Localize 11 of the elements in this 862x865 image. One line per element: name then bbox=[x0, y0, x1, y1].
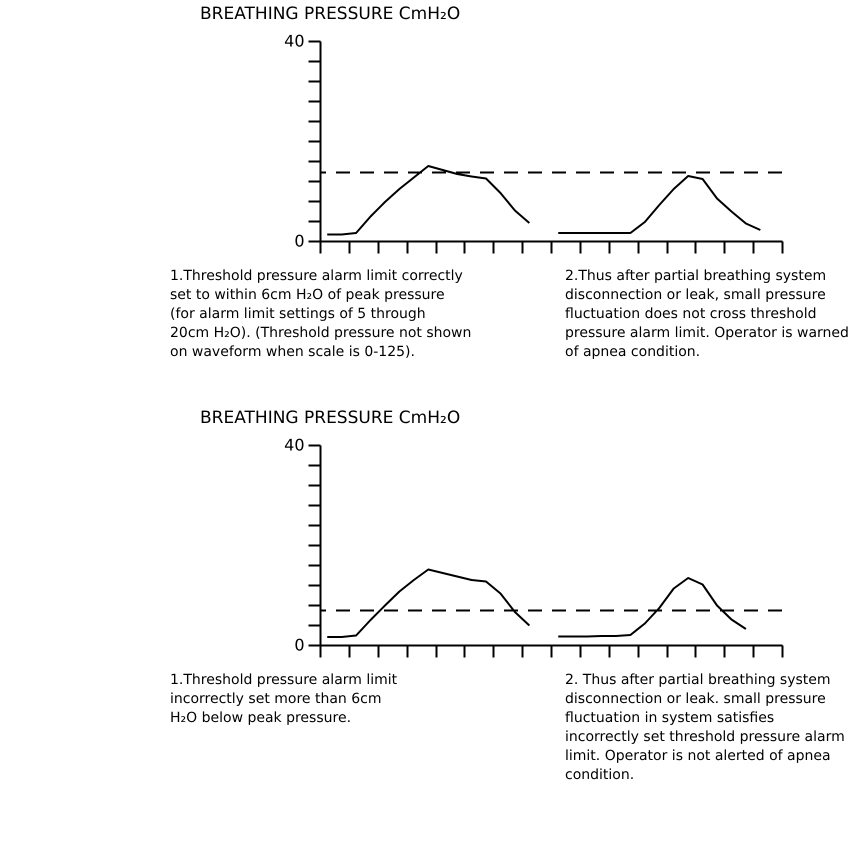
line-series bbox=[557, 175, 762, 234]
chart-title: BREATHING PRESSURE CmH₂O bbox=[200, 408, 460, 428]
y-tick-label: 0 bbox=[294, 232, 304, 250]
text: 2. Thus after partial breathing system disconnection or leak. small pressure fluctuation in system satisfies incorrectly set threshold pressure alarm limit. Operator is not alerted of apnea condition. bbox=[565, 672, 845, 783]
y-tick-label: 40 bbox=[284, 436, 304, 454]
chart-title: BREATHING PRESSURE CmH₂O bbox=[200, 4, 460, 24]
y-tick-label: 0 bbox=[294, 636, 304, 654]
text: 1.Threshold pressure alarm limit correctly set to within 6cm H₂O of peak pressure (for alarm limit settings of 5 through 20cm H₂O). (Threshold pressure not shown on waveform when scale is 0-125). bbox=[170, 268, 472, 360]
y-tick-label: 40 bbox=[284, 32, 304, 50]
text: 2.Thus after partial breathing system disconnection or leak, small pressure fluctuation does not cross threshold pressure alarm limit. Operator is warned of apnea condition. bbox=[565, 268, 849, 360]
text: 1.Threshold pressure alarm limit incorrectly set more than 6cm H₂O below peak pressure. bbox=[170, 672, 398, 726]
